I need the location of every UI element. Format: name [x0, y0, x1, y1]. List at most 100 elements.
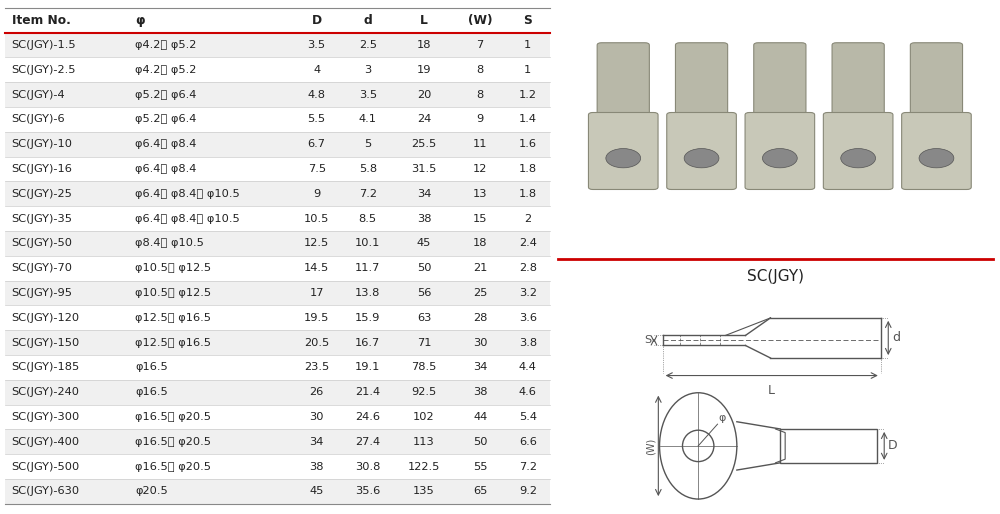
Text: 18: 18	[417, 40, 431, 50]
Text: 8: 8	[477, 65, 484, 75]
Bar	[5, 181, 550, 206]
Text: φ16.5: φ16.5	[135, 362, 168, 372]
Text: 65: 65	[473, 486, 487, 497]
Text: 34: 34	[473, 362, 487, 372]
Text: 4.1: 4.1	[359, 114, 377, 124]
Text: 5.4: 5.4	[519, 412, 537, 422]
Text: 12.5: 12.5	[304, 238, 329, 248]
Text: S: S	[644, 336, 651, 345]
Text: φ16.5、 φ20.5: φ16.5、 φ20.5	[135, 462, 211, 471]
Text: 122.5: 122.5	[408, 462, 440, 471]
Text: 9.2: 9.2	[519, 486, 537, 497]
Bar	[5, 479, 550, 504]
Text: 26: 26	[310, 387, 324, 397]
Text: SC(JGY)-500: SC(JGY)-500	[12, 462, 80, 471]
Text: 55: 55	[473, 462, 487, 471]
Text: (W): (W)	[468, 13, 492, 27]
Text: SC(JGY)-4: SC(JGY)-4	[12, 89, 65, 100]
Text: 56: 56	[417, 288, 431, 298]
Text: SC(JGY)-185: SC(JGY)-185	[12, 362, 80, 372]
Text: 2.5: 2.5	[359, 40, 377, 50]
Text: SC(JGY): SC(JGY)	[747, 269, 804, 284]
Text: 6.7: 6.7	[308, 139, 326, 149]
Text: 10.5: 10.5	[304, 213, 329, 224]
Circle shape	[919, 149, 954, 168]
Text: 1: 1	[524, 65, 531, 75]
Text: 27.4: 27.4	[355, 437, 380, 447]
Text: S: S	[523, 13, 532, 27]
Circle shape	[684, 149, 719, 168]
Text: D: D	[312, 13, 322, 27]
Text: 30: 30	[473, 338, 487, 347]
Text: 38: 38	[473, 387, 487, 397]
Bar	[5, 8, 550, 32]
Text: 19.5: 19.5	[304, 313, 329, 323]
Bar	[5, 281, 550, 305]
Text: φ: φ	[719, 413, 726, 423]
Text: 3.6: 3.6	[519, 313, 537, 323]
Text: φ6.4、 φ8.4: φ6.4、 φ8.4	[135, 164, 197, 174]
Bar	[5, 429, 550, 454]
Text: 1.2: 1.2	[519, 89, 537, 100]
Text: 5.8: 5.8	[359, 164, 377, 174]
Bar	[5, 330, 550, 355]
Bar	[780, 429, 877, 463]
Text: SC(JGY)-70: SC(JGY)-70	[12, 263, 73, 273]
FancyBboxPatch shape	[910, 43, 963, 124]
Text: 24.6: 24.6	[355, 412, 380, 422]
Text: φ5.2、 φ6.4: φ5.2、 φ6.4	[135, 114, 197, 124]
Text: 38: 38	[417, 213, 431, 224]
Text: 20: 20	[417, 89, 431, 100]
Bar	[5, 157, 550, 181]
Text: 7.2: 7.2	[359, 189, 377, 199]
Bar	[5, 132, 550, 157]
Circle shape	[762, 149, 797, 168]
Text: 5: 5	[364, 139, 371, 149]
Circle shape	[841, 149, 876, 168]
Text: 44: 44	[473, 412, 487, 422]
Text: 1: 1	[524, 40, 531, 50]
Bar	[5, 305, 550, 330]
Text: 21: 21	[473, 263, 487, 273]
Text: 25: 25	[473, 288, 487, 298]
Text: φ10.5、 φ12.5: φ10.5、 φ12.5	[135, 263, 212, 273]
Text: SC(JGY)-400: SC(JGY)-400	[12, 437, 80, 447]
Text: 1.8: 1.8	[519, 164, 537, 174]
Text: 24: 24	[417, 114, 431, 124]
Text: φ5.2、 φ6.4: φ5.2、 φ6.4	[135, 89, 197, 100]
Bar	[5, 32, 550, 58]
Text: 14.5: 14.5	[304, 263, 329, 273]
Text: L: L	[768, 384, 775, 397]
Bar	[5, 380, 550, 405]
Text: φ10.5、 φ12.5: φ10.5、 φ12.5	[135, 288, 212, 298]
Text: φ16.5: φ16.5	[135, 387, 168, 397]
Text: φ20.5: φ20.5	[135, 486, 168, 497]
Text: 21.4: 21.4	[355, 387, 380, 397]
Text: φ4.2、 φ5.2: φ4.2、 φ5.2	[135, 40, 197, 50]
Text: 38: 38	[309, 462, 324, 471]
Text: 3.5: 3.5	[359, 89, 377, 100]
Text: 7.2: 7.2	[519, 462, 537, 471]
Text: SC(JGY)-1.5: SC(JGY)-1.5	[12, 40, 76, 50]
Text: 3.2: 3.2	[519, 288, 537, 298]
Text: 13.8: 13.8	[355, 288, 380, 298]
Text: 4.8: 4.8	[308, 89, 326, 100]
Text: 45: 45	[309, 486, 324, 497]
Text: φ6.4、 φ8.4: φ6.4、 φ8.4	[135, 139, 197, 149]
Text: 8: 8	[477, 89, 484, 100]
FancyBboxPatch shape	[675, 43, 728, 124]
Bar	[5, 82, 550, 107]
FancyBboxPatch shape	[588, 113, 658, 190]
Text: 113: 113	[413, 437, 435, 447]
Text: φ8.4、 φ10.5: φ8.4、 φ10.5	[135, 238, 204, 248]
Text: 1.8: 1.8	[519, 189, 537, 199]
Text: φ16.5、 φ20.5: φ16.5、 φ20.5	[135, 437, 211, 447]
Text: 11: 11	[473, 139, 487, 149]
Text: 5.5: 5.5	[308, 114, 326, 124]
Text: SC(JGY)-2.5: SC(JGY)-2.5	[12, 65, 76, 75]
Bar	[5, 206, 550, 231]
FancyBboxPatch shape	[754, 43, 806, 124]
Text: SC(JGY)-95: SC(JGY)-95	[12, 288, 73, 298]
Text: 15.9: 15.9	[355, 313, 380, 323]
Text: Item No.: Item No.	[12, 13, 70, 27]
